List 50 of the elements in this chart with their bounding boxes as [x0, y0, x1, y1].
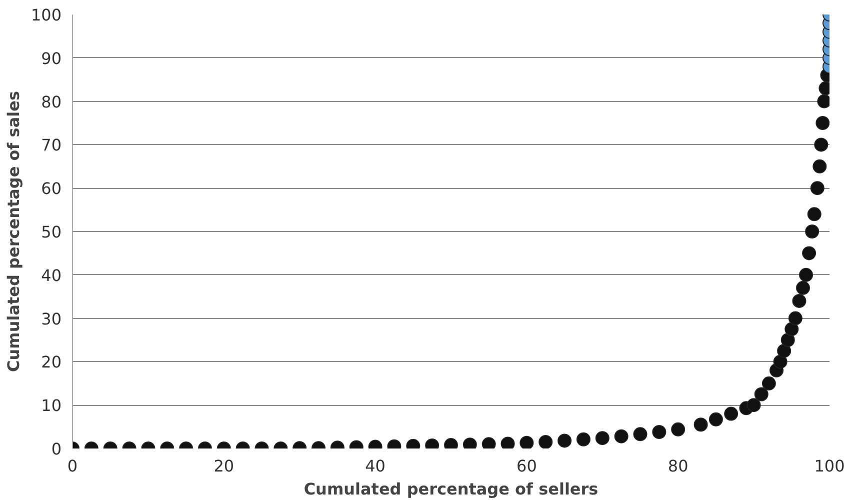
point — [708, 412, 723, 426]
y-tick-label: 80 — [41, 92, 62, 112]
point — [802, 246, 816, 260]
point — [777, 344, 792, 358]
y-tick-label: 10 — [41, 396, 62, 416]
x-axis-title: Cumulated percentage of sellers — [304, 480, 598, 498]
x-tick-label: 40 — [365, 456, 386, 476]
point — [816, 116, 830, 130]
point — [807, 207, 822, 222]
point — [500, 436, 515, 448]
y-tick-label: 50 — [41, 222, 62, 242]
y-tick-label: 0 — [51, 440, 62, 458]
x-tick-label: 80 — [668, 456, 688, 476]
point — [633, 427, 648, 442]
point — [810, 181, 824, 196]
point — [724, 406, 738, 421]
point — [652, 425, 666, 439]
point — [805, 224, 820, 238]
point — [762, 376, 776, 390]
point — [792, 294, 806, 308]
point — [746, 398, 761, 412]
point — [780, 333, 795, 347]
point — [796, 280, 810, 295]
x-tick-label: 0 — [67, 456, 78, 476]
point — [784, 322, 799, 336]
point — [788, 311, 802, 326]
point — [812, 159, 827, 174]
point — [694, 418, 708, 432]
y-tick-label: 60 — [41, 179, 62, 198]
x-tick-label: 100 — [814, 456, 845, 476]
point — [558, 434, 572, 448]
point — [538, 435, 553, 448]
y-tick-label: 30 — [41, 309, 62, 328]
y-axis-title: Cumulated percentage of sales — [4, 91, 23, 372]
point — [614, 429, 628, 444]
y-tick-label: 70 — [41, 136, 62, 155]
y-tick-label: 90 — [41, 48, 62, 68]
y-tick-label: 40 — [41, 266, 62, 285]
x-tick-label: 20 — [214, 456, 234, 476]
point — [671, 422, 686, 436]
point — [799, 268, 814, 282]
y-tick-label: 20 — [41, 352, 62, 372]
point — [595, 431, 610, 446]
y-tick-label: 100 — [30, 6, 62, 24]
point — [520, 436, 534, 448]
point — [754, 387, 768, 402]
point — [814, 138, 828, 152]
point — [773, 354, 788, 369]
x-tick-label: 60 — [516, 456, 537, 476]
point — [576, 432, 590, 446]
